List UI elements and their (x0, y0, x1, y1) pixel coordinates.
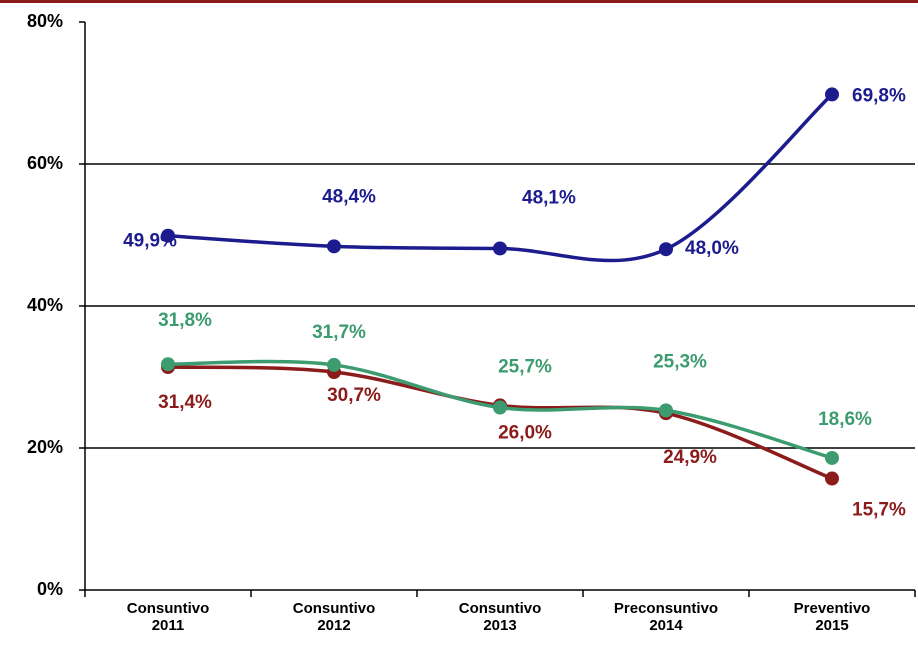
top-rule (0, 0, 918, 3)
y-tick-label: 40% (27, 295, 63, 315)
value-label: 31,8% (158, 310, 212, 331)
value-label: 69,8% (852, 85, 906, 106)
data-point (825, 471, 839, 486)
value-label: 31,7% (312, 322, 366, 343)
value-label: 15,7% (852, 500, 906, 521)
x-tick-label: 2012 (317, 617, 350, 634)
data-point (161, 228, 175, 243)
y-tick-label: 20% (27, 437, 63, 457)
y-tick-label: 60% (27, 153, 63, 173)
x-tick-label: 2014 (649, 617, 683, 634)
value-label: 48,1% (522, 188, 576, 209)
value-label: 49,9% (123, 231, 177, 252)
value-label: 48,4% (322, 186, 376, 207)
x-tick-label: 2011 (152, 617, 185, 634)
value-label: 31,4% (158, 392, 212, 413)
data-point (659, 242, 673, 257)
value-label: 24,9% (663, 447, 717, 468)
x-tick-label: Preconsuntivo (614, 600, 718, 617)
y-tick-label: 80% (27, 11, 63, 31)
data-point (327, 357, 341, 372)
x-tick-label: Consuntivo (459, 600, 542, 617)
y-tick-label: 0% (37, 579, 63, 599)
data-point (493, 241, 507, 256)
data-point (493, 400, 507, 415)
value-label: 26,0% (498, 422, 552, 443)
value-label: 18,6% (818, 409, 872, 430)
value-label: 30,7% (327, 385, 381, 406)
x-tick-label: Preventivo (794, 600, 871, 617)
value-label: 48,0% (685, 238, 739, 259)
value-label: 25,7% (498, 357, 552, 378)
data-point (161, 357, 175, 372)
x-tick-label: 2015 (815, 617, 848, 634)
value-label: 25,3% (653, 351, 707, 372)
data-point (825, 87, 839, 102)
series-line (167, 93, 834, 263)
x-tick-label: Consuntivo (293, 600, 376, 617)
data-point (659, 403, 673, 418)
data-point (825, 450, 839, 465)
data-point (327, 239, 341, 254)
x-tick-label: Consuntivo (127, 600, 210, 617)
x-tick-label: 2013 (483, 617, 516, 634)
